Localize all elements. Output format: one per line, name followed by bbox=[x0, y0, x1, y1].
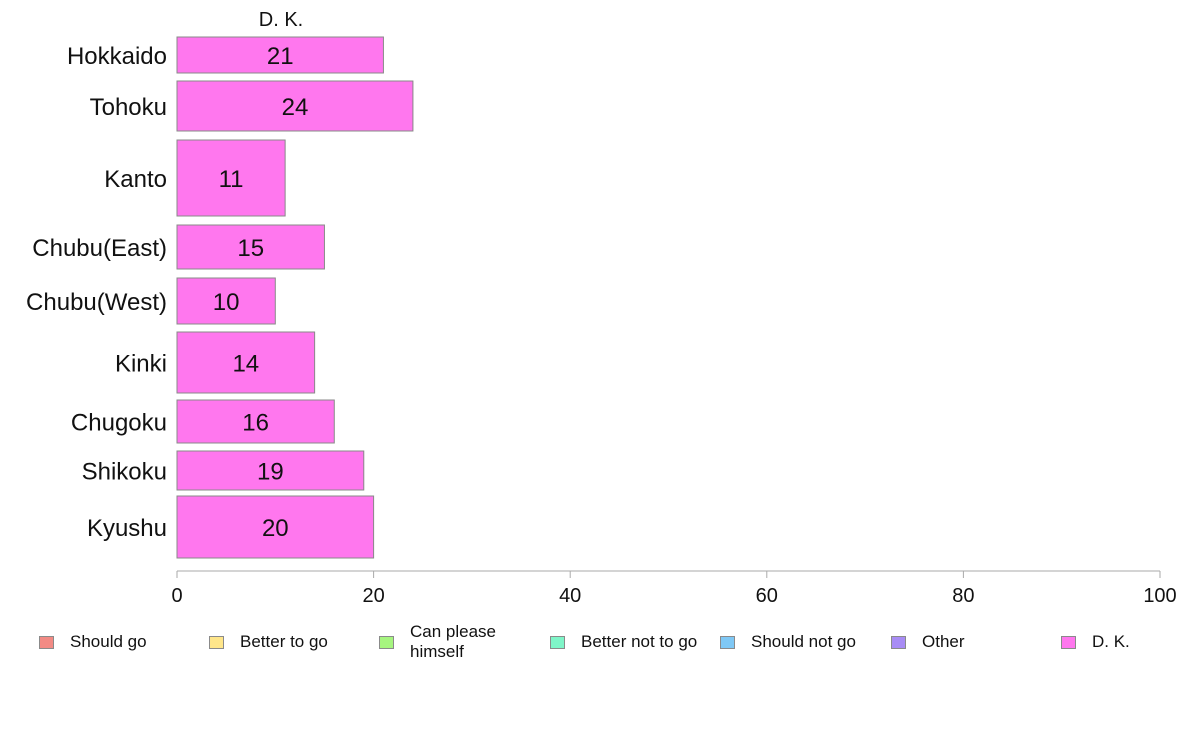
bar-chugoku bbox=[176, 399, 335, 444]
legend-swatch bbox=[39, 635, 54, 649]
legend-label: Should not go bbox=[751, 632, 856, 651]
bars-group: Hokkaido 21 Tohoku 24 Kanto 11 Chubu(East) 15 Ch… bbox=[26, 36, 414, 559]
bar-shikoku bbox=[176, 450, 365, 491]
data-label-chubu-east: 15 bbox=[237, 235, 264, 262]
data-label-hokkaido: 21 bbox=[267, 43, 294, 70]
x-tick-label-60: 60 bbox=[756, 585, 778, 607]
legend-item-other: Other bbox=[891, 622, 965, 662]
bar-chubu-east bbox=[176, 224, 325, 270]
bar-chubu-west bbox=[176, 277, 276, 325]
x-tick-label-80: 80 bbox=[952, 585, 974, 607]
x-tick-label-20: 20 bbox=[362, 585, 384, 607]
legend-item-dk: D. K. bbox=[1061, 622, 1130, 662]
legend-swatch bbox=[891, 635, 906, 649]
legend-item-better-not-to-go: Better not to go bbox=[550, 622, 697, 662]
chart-title: D. K. bbox=[259, 9, 303, 31]
data-label-tohoku: 24 bbox=[282, 94, 309, 121]
legend: Should go Better to go Can please himsel… bbox=[0, 622, 1188, 666]
x-tick-label-100: 100 bbox=[1143, 585, 1176, 607]
legend-item-better-to-go: Better to go bbox=[209, 622, 328, 662]
x-tick-label-0: 0 bbox=[171, 585, 182, 607]
category-label-chugoku: Chugoku bbox=[71, 410, 167, 437]
bar-tohoku bbox=[176, 80, 414, 132]
legend-swatch bbox=[550, 635, 565, 649]
data-label-chubu-west: 10 bbox=[213, 289, 240, 316]
legend-label: Better not to go bbox=[581, 632, 698, 651]
x-axis: 0 20 40 60 80 100 bbox=[171, 570, 1177, 607]
legend-swatch bbox=[379, 635, 394, 649]
data-label-kanto: 11 bbox=[219, 166, 244, 193]
legend-swatch bbox=[720, 635, 735, 649]
data-label-shikoku: 19 bbox=[257, 459, 284, 486]
legend-swatch bbox=[1061, 635, 1076, 649]
category-label-shikoku: Shikoku bbox=[82, 459, 167, 486]
bar-kyushu bbox=[176, 495, 375, 559]
category-label-kanto: Kanto bbox=[104, 166, 167, 193]
category-label-kyushu: Kyushu bbox=[87, 515, 167, 542]
legend-label: Other bbox=[922, 632, 965, 651]
legend-item-should-not-go: Should not go bbox=[720, 622, 856, 662]
data-label-kyushu: 20 bbox=[262, 515, 289, 542]
legend-swatch bbox=[209, 635, 224, 649]
legend-label: Can please himself bbox=[410, 622, 497, 661]
legend-item-should-go: Should go bbox=[39, 622, 147, 662]
bar-kanto bbox=[176, 139, 286, 217]
legend-label: Should go bbox=[70, 632, 147, 651]
legend-item-can-please-himself: Can please himself bbox=[379, 622, 496, 662]
category-label-tohoku: Tohoku bbox=[90, 94, 167, 121]
x-tick-label-40: 40 bbox=[559, 585, 581, 607]
category-label-chubu-east: Chubu(East) bbox=[32, 235, 167, 262]
bar-chart: D. K. Hokkaido 21 Tohoku 24 Kanto 11 Chubu(Eas… bbox=[26, 9, 1177, 607]
category-label-hokkaido: Hokkaido bbox=[67, 43, 167, 70]
category-label-chubu-west: Chubu(West) bbox=[26, 289, 167, 316]
category-label-kinki: Kinki bbox=[115, 351, 167, 378]
data-label-chugoku: 16 bbox=[242, 410, 269, 437]
legend-label: Better to go bbox=[240, 632, 328, 651]
legend-label: D. K. bbox=[1092, 632, 1130, 651]
bar-kinki bbox=[176, 331, 316, 394]
data-label-kinki: 14 bbox=[232, 351, 259, 378]
bar-hokkaido bbox=[176, 36, 384, 74]
